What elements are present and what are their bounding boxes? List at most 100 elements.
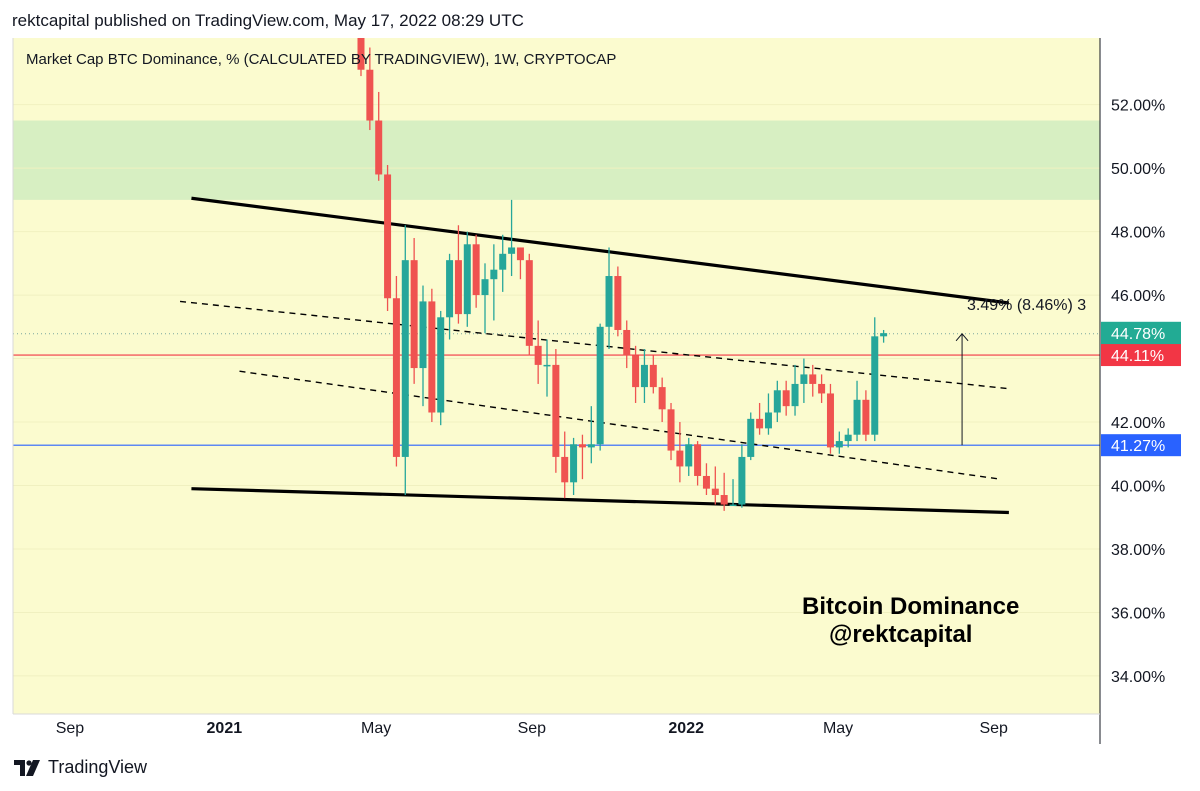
candle-body xyxy=(596,326,604,445)
y-tick-label: 36.00% xyxy=(1111,605,1165,622)
y-tick-label: 46.00% xyxy=(1111,288,1165,305)
candle-body xyxy=(508,247,516,254)
y-tick-label: 52.00% xyxy=(1111,98,1165,115)
measure-label: 3.49% (8.46%) 3 xyxy=(967,297,1086,314)
candle-body xyxy=(534,345,542,365)
candle-body xyxy=(853,399,861,435)
x-tick-label: May xyxy=(823,720,853,737)
candle-body xyxy=(446,260,454,318)
axes: 34.00%36.00%38.00%40.00%42.00%44.00%46.0… xyxy=(12,38,1165,744)
candle-body xyxy=(835,441,843,448)
candle-body xyxy=(685,444,693,467)
x-tick-label: 2021 xyxy=(207,720,243,737)
tradingview-logo-icon xyxy=(14,759,40,776)
y-tick-label: 34.00% xyxy=(1111,669,1165,686)
candle-body xyxy=(773,390,781,413)
candle-body xyxy=(800,374,808,384)
candle-body xyxy=(658,387,666,410)
candle-body xyxy=(764,412,772,429)
level-tag xyxy=(1101,344,1181,367)
measure-arrow-head xyxy=(955,333,969,342)
candle-body xyxy=(561,456,569,483)
level-tag-label: 44.11% xyxy=(1111,348,1164,365)
x-tick-label: 2022 xyxy=(668,720,704,737)
level-tag xyxy=(1101,434,1181,457)
candle-body xyxy=(702,475,710,489)
price-tags: 44.78%5d 16h44.11%41.27% xyxy=(1101,321,1181,457)
candle-body xyxy=(871,336,879,435)
candle-body xyxy=(454,260,462,315)
candle-body xyxy=(552,364,560,457)
candle-body xyxy=(472,244,480,296)
candle-body xyxy=(481,279,489,296)
candle-body xyxy=(543,364,551,367)
candle-body xyxy=(667,409,675,451)
trendline-solid xyxy=(191,196,1010,305)
candle-body xyxy=(357,38,365,70)
x-tick-label: Sep xyxy=(56,720,85,737)
candle-body xyxy=(490,269,498,280)
candle-body xyxy=(729,504,737,507)
candle-body xyxy=(499,253,507,270)
candle-body xyxy=(605,276,613,327)
candle-body xyxy=(756,418,764,429)
candle-body xyxy=(640,364,648,388)
y-tick-label: 42.00% xyxy=(1111,415,1165,432)
candle-body xyxy=(676,450,684,467)
candle-body xyxy=(862,399,870,435)
candle-body xyxy=(587,444,595,448)
candle-body xyxy=(463,244,471,315)
footer-brand-label: TradingView xyxy=(48,757,148,777)
candle-body xyxy=(375,120,383,175)
candle-body xyxy=(720,495,728,505)
x-tick-label: Sep xyxy=(518,720,547,737)
candle-body xyxy=(384,174,392,299)
measure-tool xyxy=(955,333,969,446)
candle-body xyxy=(809,374,817,384)
candle-body xyxy=(428,301,436,413)
chart-title: Market Cap BTC Dominance, % (CALCULATED … xyxy=(26,51,616,68)
resistance-zone xyxy=(13,120,1100,200)
candle-body xyxy=(525,260,533,346)
candle-body xyxy=(578,444,586,448)
candle-body xyxy=(711,488,719,496)
candle-body xyxy=(570,444,578,483)
candle-body xyxy=(649,364,657,388)
annotation-handle: @rektcapital xyxy=(829,621,972,648)
candle-body xyxy=(401,260,409,457)
candle-body xyxy=(818,383,826,394)
candle-body xyxy=(437,317,445,413)
candle-body xyxy=(623,329,631,356)
y-tick-label: 50.00% xyxy=(1111,161,1165,178)
candle-body xyxy=(791,383,799,407)
trendline-dashed xyxy=(179,300,1009,390)
candle-body xyxy=(694,444,702,476)
trendline-dashed xyxy=(239,370,1001,480)
candles xyxy=(357,38,888,511)
candle-body xyxy=(844,434,852,442)
candle-group xyxy=(357,38,888,511)
candle-body xyxy=(516,247,524,261)
trendlines xyxy=(179,196,1010,515)
footer-brand[interactable]: TradingView xyxy=(14,757,147,778)
current-price-label: 44.78% xyxy=(1111,326,1165,343)
x-tick-label: May xyxy=(361,720,391,737)
candle-body xyxy=(632,355,640,388)
candle-body xyxy=(614,276,622,330)
level-tag-label: 41.27% xyxy=(1111,438,1165,455)
candle-body xyxy=(880,333,888,337)
y-tick-label: 40.00% xyxy=(1111,478,1165,495)
candle-body xyxy=(392,298,400,457)
x-tick-label: Sep xyxy=(979,720,1008,737)
candle-body xyxy=(747,418,755,457)
candle-body xyxy=(410,260,418,369)
candle-body xyxy=(419,301,427,369)
annotation-title: Bitcoin Dominance xyxy=(802,593,1019,620)
trendline-solid xyxy=(191,487,1009,515)
y-tick-label: 38.00% xyxy=(1111,542,1165,559)
candle-body xyxy=(826,393,834,448)
candle-body xyxy=(782,390,790,407)
published-header: rektcapital published on TradingView.com… xyxy=(12,11,524,30)
candle-body xyxy=(366,69,374,121)
